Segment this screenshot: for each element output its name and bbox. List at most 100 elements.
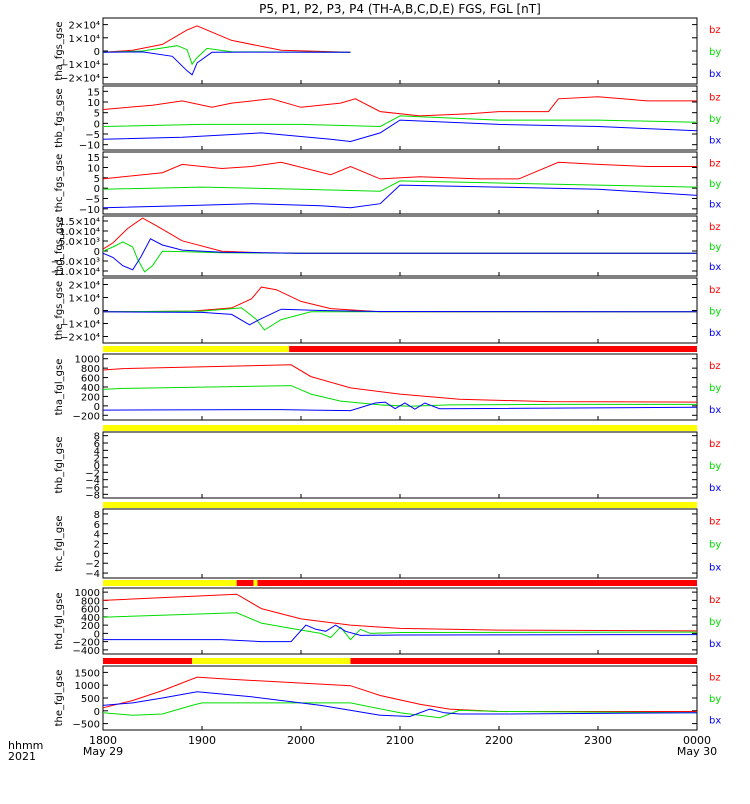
panel-the_fgl_gse: 1500 1000 500 0 −500 the_fgl_gse bz by bx <box>54 658 721 731</box>
series-by <box>102 307 697 331</box>
x-tick-label: 2300 <box>584 734 612 747</box>
y-tick-label: 1.5×10⁴ <box>59 217 100 228</box>
y-tick-label: −5.0×10³ <box>51 257 100 268</box>
quality-bar-segment <box>103 502 697 508</box>
y-tick-label: 6 <box>94 439 100 450</box>
y-tick-label: 0 <box>94 184 100 195</box>
panel-frame <box>102 85 698 151</box>
y-tick-label: 1×10⁴ <box>69 294 100 305</box>
series-bz <box>102 593 698 632</box>
legend-by: by <box>709 540 721 551</box>
legend-bz: bz <box>709 361 721 372</box>
y-tick-label: −2 <box>85 559 100 570</box>
x-tick-label: 2200 <box>485 734 513 747</box>
series-bx <box>102 51 351 76</box>
y-tick-label: 8 <box>94 510 100 521</box>
panel-frame <box>102 508 698 579</box>
legend-bz: bz <box>709 517 721 528</box>
series-by <box>102 702 698 719</box>
panel-thd_fgs_gse: 1.5×10⁴1.0×10⁴5.0×10³0−5.0×10³−1.0×10⁴th… <box>51 215 721 278</box>
panel-frame <box>102 215 698 277</box>
y-axis-label: thb_fgs_gse <box>54 88 65 147</box>
y-tick-label: −8 <box>85 490 100 501</box>
series-by <box>102 241 697 273</box>
legend-bz: bz <box>709 439 721 450</box>
y-tick-label: 200 <box>81 392 100 403</box>
y-tick-label: −6 <box>85 483 100 494</box>
series-bz <box>102 676 697 712</box>
series-bx <box>102 401 698 412</box>
footer-year: 2021 <box>8 750 36 763</box>
legend-by: by <box>709 179 721 190</box>
x-tick-label: 0000 <box>683 734 711 747</box>
legend-by: by <box>709 617 721 628</box>
legend-bz: bz <box>709 285 721 296</box>
quality-bar-segment <box>236 580 254 586</box>
y-tick-label: 1000 <box>75 588 100 599</box>
series-bz <box>102 217 697 254</box>
y-tick-label: 5.0×10³ <box>59 237 100 248</box>
legend-bz: bz <box>709 222 721 233</box>
y-tick-label: 15 <box>87 153 100 164</box>
legend-bx: bx <box>709 483 721 494</box>
y-tick-label: −1×10⁴ <box>60 60 100 71</box>
y-tick-label: 5 <box>94 174 100 185</box>
y-tick-label: 0 <box>94 402 100 413</box>
legend-by: by <box>709 242 721 253</box>
quality-bar-segment <box>257 580 697 586</box>
legend-by: by <box>709 47 721 58</box>
legend-bx: bx <box>709 715 721 726</box>
y-tick-label: 600 <box>81 605 100 616</box>
series-by <box>102 115 698 128</box>
series-by <box>102 612 698 641</box>
legend-bz: bz <box>709 25 721 36</box>
series-bz <box>102 25 351 53</box>
series-bx <box>103 624 698 643</box>
y-tick-label: 400 <box>81 383 100 394</box>
quality-bar-segment <box>350 658 697 664</box>
series-bz <box>102 364 698 403</box>
legend-by: by <box>709 307 721 318</box>
y-tick-label: 1×10⁴ <box>69 34 100 45</box>
y-tick-label: 2 <box>94 454 100 465</box>
footer-hhmm: hhmm <box>8 739 43 752</box>
panel-frame <box>102 277 698 344</box>
y-tick-label: 10 <box>87 164 100 175</box>
y-tick-label: 10 <box>87 98 100 109</box>
panel-frame <box>102 587 698 655</box>
y-tick-label: 1000 <box>75 681 100 692</box>
legend-by: by <box>709 383 721 394</box>
series-bz <box>102 286 697 313</box>
y-tick-label: 500 <box>81 694 100 705</box>
y-tick-label: 0 <box>94 707 100 718</box>
y-axis-label: tha_fgl_gse <box>54 359 65 416</box>
legend-by: by <box>709 114 721 125</box>
legend-bx: bx <box>709 135 721 146</box>
y-tick-label: 4 <box>94 530 100 541</box>
panel-frame <box>102 151 698 215</box>
panel-frame <box>102 665 698 731</box>
x-tick-label: 1800 <box>89 734 117 747</box>
legend-bx: bx <box>709 69 721 80</box>
quality-bar-segment <box>289 346 697 352</box>
chart-title: P5, P1, P2, P3, P4 (TH-A,B,C,D,E) FGS, F… <box>259 2 541 16</box>
y-axis-label: tha_fgs_gse <box>54 21 65 80</box>
y-tick-label: −2×10⁴ <box>60 73 100 84</box>
legend-bx: bx <box>709 405 721 416</box>
quality-bar-segment <box>103 425 697 431</box>
series-bx <box>102 238 697 271</box>
x-date-label: May 30 <box>677 745 717 758</box>
y-tick-label: 15 <box>87 87 100 98</box>
quality-bar-segment <box>103 580 237 586</box>
legend-by: by <box>709 461 721 472</box>
y-tick-label: −1×10⁴ <box>60 320 100 331</box>
y-tick-label: −10 <box>79 205 100 216</box>
y-tick-label: −4 <box>85 476 100 487</box>
